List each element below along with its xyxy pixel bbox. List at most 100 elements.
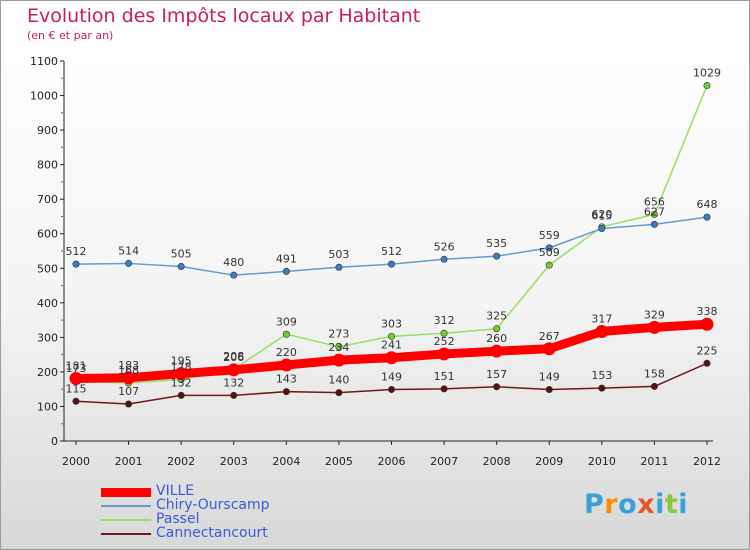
series-ville — [69, 317, 714, 385]
y-tick-label: 500 — [37, 262, 58, 275]
legend-label: Cannectancourt — [156, 525, 268, 541]
x-tick-label: 2008 — [483, 455, 511, 468]
legend-label: Chiry-Ourscamp — [156, 497, 270, 513]
y-tick-label: 200 — [37, 366, 58, 379]
data-label: 512 — [66, 245, 87, 258]
data-label: 220 — [276, 346, 297, 359]
data-label: 140 — [328, 374, 349, 387]
data-point — [650, 210, 658, 218]
data-label: 178 — [171, 361, 192, 374]
legend-label: Passel — [156, 511, 200, 527]
data-label: 338 — [697, 305, 718, 318]
data-point — [125, 259, 133, 267]
data-point — [125, 400, 133, 408]
data-label: 505 — [171, 248, 192, 261]
data-label: 509 — [539, 246, 560, 259]
data-point — [542, 342, 556, 356]
data-label: 241 — [381, 339, 402, 352]
data-point — [440, 385, 448, 393]
y-tick-label: 700 — [37, 193, 58, 206]
data-label: 317 — [591, 312, 612, 325]
data-label: 157 — [486, 368, 507, 381]
series-cannectancourt — [72, 359, 711, 408]
data-label: 1029 — [693, 67, 721, 80]
x-tick-label: 2010 — [588, 455, 616, 468]
data-point — [174, 367, 188, 381]
y-tick-label: 1100 — [30, 55, 58, 68]
data-point — [282, 267, 290, 275]
y-tick-label: 800 — [37, 159, 58, 172]
data-point — [493, 383, 501, 391]
data-point — [595, 324, 609, 338]
data-label: 559 — [539, 229, 560, 242]
data-label: 325 — [486, 310, 507, 323]
data-point — [282, 330, 290, 338]
data-label: 535 — [486, 237, 507, 250]
data-point — [650, 382, 658, 390]
data-point — [385, 351, 398, 365]
data-point — [647, 320, 661, 334]
x-tick-label: 2000 — [62, 455, 90, 468]
data-label: 615 — [591, 210, 612, 223]
logo-letter: o — [618, 489, 638, 520]
data-label: 206 — [223, 351, 244, 364]
data-label: 173 — [66, 362, 87, 375]
data-point — [598, 225, 606, 233]
data-point — [440, 255, 448, 263]
y-tick-label: 400 — [37, 297, 58, 310]
data-label: 309 — [276, 315, 297, 328]
data-label: 512 — [381, 245, 402, 258]
data-label: 132 — [171, 376, 192, 389]
data-point — [493, 252, 501, 260]
data-label: 143 — [276, 373, 297, 386]
logo-letter: i — [678, 489, 689, 520]
logo-letter: P — [584, 489, 605, 520]
data-label: 273 — [328, 328, 349, 341]
data-label: 480 — [223, 256, 244, 269]
logo-letter: i — [655, 489, 665, 520]
data-point — [703, 82, 711, 90]
data-label: 514 — [118, 244, 139, 257]
data-point — [332, 353, 346, 367]
x-tick-label: 2002 — [167, 455, 195, 468]
y-tick-label: 900 — [37, 124, 58, 137]
proxiti-logo: Proxiti — [584, 489, 688, 520]
data-point — [230, 391, 238, 399]
data-label: 491 — [276, 252, 297, 265]
data-label: 151 — [434, 370, 455, 383]
chart-title: Evolution des Impôts locaux par Habitant — [27, 5, 421, 27]
x-tick-label: 2012 — [693, 455, 721, 468]
data-label: 225 — [697, 344, 718, 357]
data-point — [335, 389, 343, 397]
legend-swatch — [101, 533, 151, 535]
data-point — [545, 244, 553, 252]
data-point — [335, 343, 343, 351]
legend-swatch — [101, 519, 151, 521]
data-label: 158 — [644, 367, 665, 380]
data-point — [177, 263, 185, 271]
data-point — [387, 386, 395, 394]
data-point — [490, 344, 504, 358]
logo-letter: r — [604, 489, 619, 520]
data-label: 149 — [381, 371, 402, 384]
legend-label: VILLE — [156, 483, 195, 499]
y-tick-label: 300 — [37, 331, 58, 344]
series-chiry-ourscamp — [72, 213, 711, 279]
data-label: 303 — [381, 317, 402, 330]
data-label: 620 — [591, 208, 612, 221]
data-point — [69, 371, 83, 385]
data-point — [72, 260, 80, 268]
data-label: 503 — [328, 248, 349, 261]
data-point — [545, 261, 553, 269]
data-label: 132 — [223, 376, 244, 389]
data-point — [700, 317, 714, 331]
data-label: 107 — [118, 385, 139, 398]
data-point — [545, 386, 553, 394]
data-label: 168 — [118, 364, 139, 377]
data-point — [122, 371, 136, 385]
data-label: 329 — [644, 308, 665, 321]
data-point — [703, 213, 711, 221]
chart-subtitle: (en € et par an) — [27, 29, 114, 42]
